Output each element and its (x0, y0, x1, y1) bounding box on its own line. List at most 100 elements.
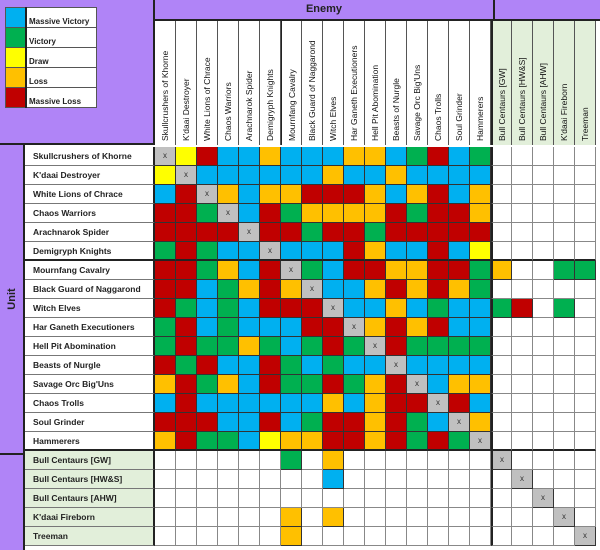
result-cell[interactable] (239, 185, 260, 204)
result-cell[interactable] (554, 356, 575, 375)
self-cell[interactable]: x (554, 508, 575, 527)
result-cell[interactable] (407, 147, 428, 166)
result-cell[interactable] (407, 185, 428, 204)
result-cell[interactable] (281, 147, 302, 166)
result-cell[interactable] (407, 223, 428, 242)
result-cell[interactable] (407, 280, 428, 299)
result-cell[interactable] (428, 261, 449, 280)
result-cell[interactable] (449, 451, 470, 470)
result-cell[interactable] (155, 508, 176, 527)
result-cell[interactable] (218, 147, 239, 166)
result-cell[interactable] (491, 318, 512, 337)
result-cell[interactable] (365, 223, 386, 242)
result-cell[interactable] (407, 527, 428, 546)
result-cell[interactable] (554, 261, 575, 280)
result-cell[interactable] (512, 375, 533, 394)
result-cell[interactable] (407, 489, 428, 508)
result-cell[interactable] (365, 413, 386, 432)
result-cell[interactable] (428, 470, 449, 489)
result-cell[interactable] (512, 489, 533, 508)
result-cell[interactable] (323, 318, 344, 337)
result-cell[interactable] (239, 508, 260, 527)
result-cell[interactable] (302, 508, 323, 527)
result-cell[interactable] (428, 432, 449, 451)
result-cell[interactable] (512, 432, 533, 451)
result-cell[interactable] (554, 166, 575, 185)
result-cell[interactable] (344, 375, 365, 394)
result-cell[interactable] (428, 508, 449, 527)
result-cell[interactable] (554, 375, 575, 394)
result-cell[interactable] (554, 413, 575, 432)
result-cell[interactable] (554, 204, 575, 223)
result-cell[interactable] (449, 280, 470, 299)
result-cell[interactable] (491, 280, 512, 299)
result-cell[interactable] (407, 242, 428, 261)
result-cell[interactable] (176, 375, 197, 394)
result-cell[interactable] (239, 204, 260, 223)
result-cell[interactable] (470, 470, 491, 489)
result-cell[interactable] (407, 508, 428, 527)
result-cell[interactable] (197, 318, 218, 337)
result-cell[interactable] (218, 337, 239, 356)
self-cell[interactable]: x (491, 451, 512, 470)
result-cell[interactable] (218, 261, 239, 280)
result-cell[interactable] (449, 470, 470, 489)
result-cell[interactable] (575, 299, 596, 318)
result-cell[interactable] (302, 223, 323, 242)
result-cell[interactable] (218, 318, 239, 337)
result-cell[interactable] (176, 470, 197, 489)
result-cell[interactable] (386, 489, 407, 508)
result-cell[interactable] (386, 394, 407, 413)
self-cell[interactable]: x (365, 337, 386, 356)
result-cell[interactable] (302, 337, 323, 356)
result-cell[interactable] (365, 261, 386, 280)
result-cell[interactable] (344, 242, 365, 261)
result-cell[interactable] (470, 261, 491, 280)
result-cell[interactable] (197, 432, 218, 451)
result-cell[interactable] (239, 280, 260, 299)
result-cell[interactable] (533, 527, 554, 546)
result-cell[interactable] (197, 166, 218, 185)
result-cell[interactable] (260, 318, 281, 337)
result-cell[interactable] (302, 242, 323, 261)
result-cell[interactable] (281, 223, 302, 242)
result-cell[interactable] (344, 413, 365, 432)
result-cell[interactable] (449, 356, 470, 375)
result-cell[interactable] (575, 318, 596, 337)
result-cell[interactable] (344, 394, 365, 413)
result-cell[interactable] (554, 242, 575, 261)
result-cell[interactable] (281, 432, 302, 451)
result-cell[interactable] (449, 166, 470, 185)
result-cell[interactable] (470, 337, 491, 356)
result-cell[interactable] (155, 375, 176, 394)
result-cell[interactable] (428, 527, 449, 546)
result-cell[interactable] (239, 147, 260, 166)
result-cell[interactable] (281, 166, 302, 185)
result-cell[interactable] (428, 375, 449, 394)
result-cell[interactable] (197, 280, 218, 299)
result-cell[interactable] (155, 527, 176, 546)
result-cell[interactable] (386, 242, 407, 261)
result-cell[interactable] (344, 451, 365, 470)
result-cell[interactable] (155, 413, 176, 432)
result-cell[interactable] (386, 166, 407, 185)
result-cell[interactable] (365, 242, 386, 261)
result-cell[interactable] (239, 489, 260, 508)
result-cell[interactable] (176, 280, 197, 299)
result-cell[interactable] (323, 185, 344, 204)
result-cell[interactable] (554, 337, 575, 356)
result-cell[interactable] (281, 204, 302, 223)
self-cell[interactable]: x (470, 432, 491, 451)
result-cell[interactable] (512, 394, 533, 413)
result-cell[interactable] (176, 451, 197, 470)
result-cell[interactable] (428, 489, 449, 508)
result-cell[interactable] (449, 394, 470, 413)
result-cell[interactable] (197, 204, 218, 223)
result-cell[interactable] (554, 394, 575, 413)
result-cell[interactable] (533, 147, 554, 166)
result-cell[interactable] (155, 394, 176, 413)
result-cell[interactable] (386, 280, 407, 299)
result-cell[interactable] (491, 470, 512, 489)
result-cell[interactable] (470, 242, 491, 261)
result-cell[interactable] (302, 166, 323, 185)
